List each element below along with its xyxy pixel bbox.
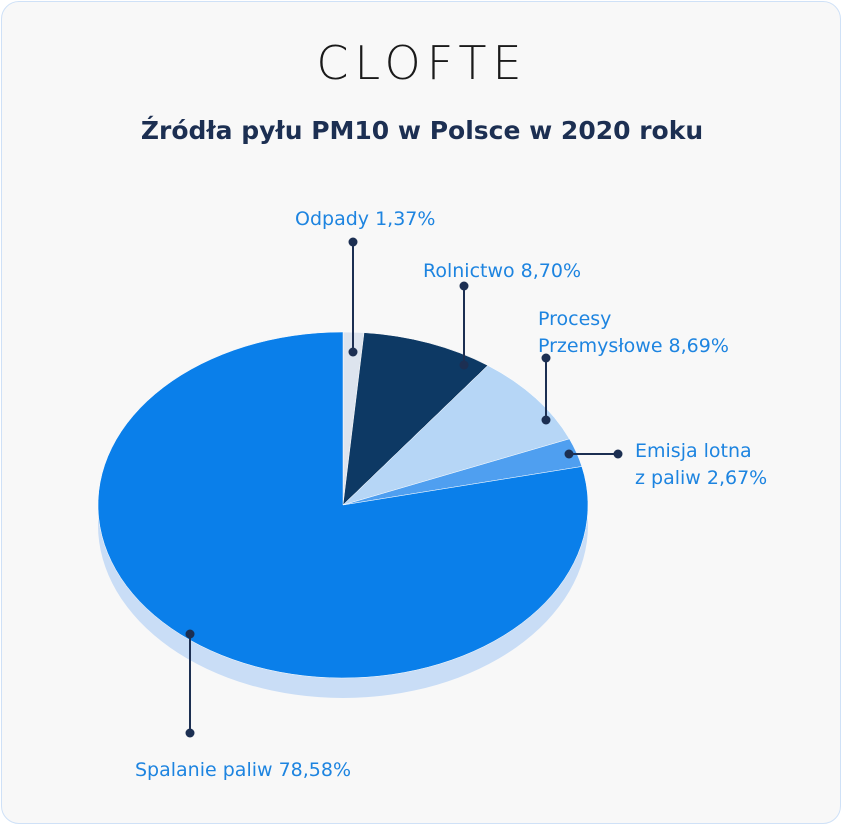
leader-dot-odpady (348, 347, 358, 357)
slice-label-emisja-lotna-z-paliw-line-1: Emisja lotna (635, 440, 752, 462)
leader-dot-procesy-przemys-owe (541, 415, 551, 425)
leader-end-dot-emisja-lotna-z-paliw (613, 449, 623, 459)
leader-end-dot-procesy-przemys-owe (541, 353, 551, 363)
pie-slice-procesy-przemys-owe (342, 365, 570, 506)
slice-label-spalanie-paliw: Spalanie paliw 78,58% (135, 759, 351, 781)
brand-logo: CLOFTE (316, 36, 528, 90)
slice-label-odpady: Odpady 1,37% (295, 208, 435, 230)
slice-label-procesy-przemys-owe-line-1: Procesy (538, 308, 611, 330)
slice-label-rolnictwo: Rolnictwo 8,70% (423, 260, 581, 282)
leader-end-dot-rolnictwo (459, 281, 469, 291)
chart-title: Źródła pyłu PM10 w Polsce w 2020 roku (140, 116, 704, 145)
pie-slice-rolnictwo (342, 332, 489, 506)
slice-label-emisja-lotna-z-paliw-line-2: z paliw 2,67% (635, 467, 767, 489)
leader-end-dot-odpady (348, 237, 358, 247)
leader-dot-spalanie-paliw (185, 629, 195, 639)
leader-dot-emisja-lotna-z-paliw (564, 449, 574, 459)
leader-end-dot-spalanie-paliw (185, 728, 195, 738)
leader-dot-rolnictwo (459, 360, 469, 370)
slice-label-procesy-przemys-owe-line-2: Przemysłowe 8,69% (538, 335, 729, 357)
